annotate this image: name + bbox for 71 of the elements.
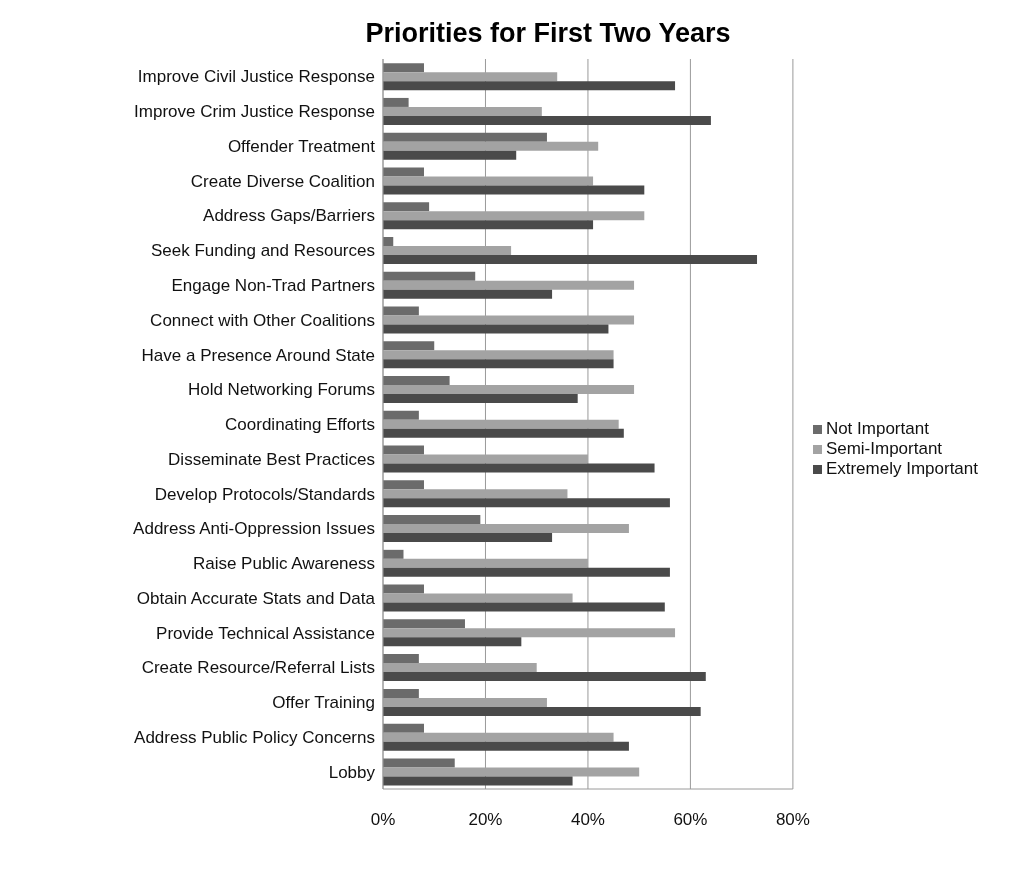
bar: [383, 271, 476, 281]
bar: [383, 132, 547, 142]
bar: [383, 463, 655, 473]
x-tick-label: 0%: [370, 810, 396, 830]
bar: [383, 115, 711, 125]
bar: [383, 498, 670, 508]
bar: [383, 723, 424, 733]
bar: [383, 688, 419, 698]
y-tick-label: Address Gaps/Barriers: [203, 206, 375, 226]
bar: [383, 150, 517, 160]
y-tick-label: Create Diverse Coalition: [190, 171, 375, 191]
bar: [383, 584, 424, 594]
y-tick-label: Connect with Other Coalitions: [150, 310, 375, 330]
y-tick-label: Hold Networking Forums: [187, 380, 375, 400]
y-tick-label: Provide Technical Assistance: [156, 623, 375, 643]
y-tick-label: Disseminate Best Practices: [168, 449, 375, 469]
bar: [383, 549, 404, 559]
bar: [383, 776, 573, 786]
bar: [383, 619, 465, 629]
bar: [383, 706, 701, 716]
y-tick-label: Coordinating Efforts: [225, 415, 375, 435]
y-tick-label: Have a Presence Around State: [141, 345, 375, 365]
bar: [383, 167, 424, 177]
bar: [383, 63, 424, 73]
bar: [383, 602, 665, 612]
legend-label: Semi-Important: [825, 439, 943, 458]
y-tick-label: Raise Public Awareness: [192, 554, 375, 574]
x-tick-label: 40%: [570, 810, 605, 830]
bar: [383, 654, 419, 664]
legend-label: Extremely Important: [825, 459, 978, 478]
legend-label: Not Important: [825, 419, 929, 438]
y-tick-label: Seek Funding and Resources: [151, 241, 375, 261]
y-tick-label: Address Anti-Oppression Issues: [133, 519, 375, 539]
bar: [383, 359, 614, 369]
bar: [383, 254, 758, 264]
bar: [383, 97, 409, 107]
bar: [383, 637, 522, 647]
bar: [383, 758, 455, 768]
bar: [383, 202, 430, 212]
bar: [383, 410, 419, 420]
y-tick-label: Develop Protocols/Standards: [154, 484, 375, 504]
bar: [383, 480, 424, 490]
y-tick-label: Improve Civil Justice Response: [137, 67, 375, 87]
bar: [383, 567, 670, 577]
y-tick-label: Offender Treatment: [227, 136, 376, 156]
y-tick-label: Improve Crim Justice Response: [134, 102, 375, 122]
x-tick-label: 20%: [468, 810, 503, 830]
y-tick-label: Lobby: [328, 762, 376, 782]
y-tick-label: Engage Non-Trad Partners: [171, 275, 375, 295]
bar: [383, 672, 706, 682]
bar: [383, 324, 609, 334]
y-tick-label: Address Public Policy Concerns: [134, 727, 375, 747]
bar: [383, 306, 419, 316]
bar: [383, 394, 578, 404]
chart-title: Priorities for First Two Years: [364, 18, 732, 49]
bar: [383, 428, 624, 438]
x-tick-label: 80%: [775, 810, 810, 830]
bar: [383, 220, 594, 230]
bar: [383, 533, 553, 543]
bar: [383, 376, 450, 386]
y-tick-label: Offer Training: [272, 693, 375, 713]
bar: [383, 81, 676, 91]
bar: [383, 741, 629, 751]
bar: [383, 445, 424, 455]
bar: [383, 289, 553, 299]
bar: [383, 341, 435, 351]
y-tick-label: Obtain Accurate Stats and Data: [136, 588, 376, 608]
y-tick-label: Create Resource/Referral Lists: [141, 658, 375, 678]
bar: [383, 185, 645, 195]
x-tick-label: 60%: [673, 810, 708, 830]
bar: [383, 515, 481, 525]
